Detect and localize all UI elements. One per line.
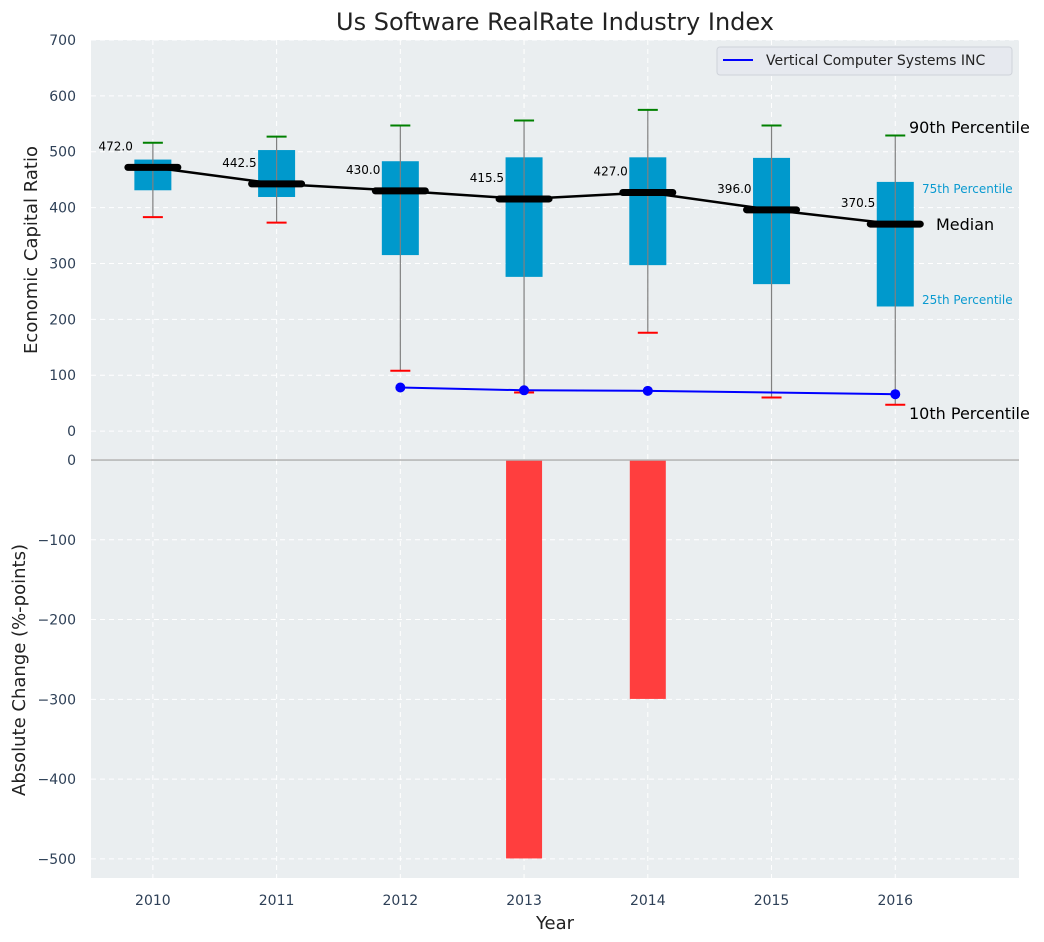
legend-entry-label: Vertical Computer Systems INC (766, 53, 985, 69)
bottom-y-axis-label: Absolute Change (%-points) (9, 544, 30, 796)
percentile-annotations: 90th Percentile 75th Percentile Median 2… (909, 118, 1030, 423)
annotation-10th-percentile: 10th Percentile (909, 404, 1030, 423)
company-point (642, 385, 653, 396)
annotation-75th-percentile: 75th Percentile (922, 182, 1013, 196)
bottom-y-tick-label: −400 (38, 772, 76, 788)
top-plot-background (91, 40, 1019, 459)
bottom-y-tick-label: 0 (67, 453, 76, 469)
bottom-axes: 0−100−200−300−400−500 2010 2011 2012 2013 20… (9, 453, 1019, 934)
top-axes: 0 100 200 300 400 500 600 700 Economic Capital … (21, 33, 1030, 459)
annotation-90th-percentile: 90th Percentile (909, 118, 1030, 137)
x-tick-label: 2015 (754, 893, 790, 909)
change-bar (629, 460, 666, 699)
company-point (395, 382, 406, 393)
median-value-label: 427.0 (593, 165, 627, 179)
change-bar (506, 460, 543, 859)
top-y-ticks: 0 100 200 300 400 500 600 700 (49, 33, 76, 440)
top-y-tick-label: 400 (49, 201, 76, 217)
bottom-y-ticks: 0 −100 −200 −300 −400 −500 (38, 453, 76, 868)
top-y-tick-label: 100 (49, 368, 76, 384)
top-y-tick-label: 500 (49, 145, 76, 161)
top-y-tick-label: 300 (49, 256, 76, 272)
top-y-tick-label: 0 (67, 424, 76, 440)
bars (506, 460, 666, 859)
bottom-y-tick-label: −300 (38, 692, 76, 708)
x-tick-label: 2012 (383, 893, 419, 909)
x-ticks: 2010 2011 2012 2013 2014 2015 2016 (135, 893, 913, 909)
chart-title: Us Software RealRate Industry Index (336, 8, 774, 36)
company-line (400, 386, 896, 396)
annotation-median: Median (936, 215, 994, 234)
median-value-label: 370.5 (841, 196, 875, 210)
median-value-label: 472.0 (99, 139, 133, 153)
bottom-y-tick-label: −100 (38, 533, 76, 549)
top-y-tick-label: 200 (49, 312, 76, 328)
x-tick-label: 2013 (506, 893, 542, 909)
bottom-y-tick-label: −500 (38, 852, 76, 868)
x-tick-label: 2014 (630, 893, 666, 909)
median-value-label: 442.5 (222, 156, 256, 170)
top-y-axis-label: Economic Capital Ratio (21, 146, 42, 354)
top-y-tick-label: 700 (49, 33, 76, 49)
x-axis-label: Year (535, 913, 575, 934)
legend-box (716, 46, 1013, 76)
legend: Vertical Computer Systems INC (716, 46, 1013, 76)
bottom-plot-background (91, 460, 1019, 878)
top-y-tick-label: 600 (49, 89, 76, 105)
median-line-group: 472.0 442.5 430.0 415.5 427.0 396.0 370.5 (99, 139, 924, 228)
x-tick-label: 2010 (135, 893, 171, 909)
median-value-label: 396.0 (717, 182, 751, 196)
x-tick-label: 2016 (877, 893, 913, 909)
company-point (519, 385, 530, 396)
median-value-label: 430.0 (346, 163, 380, 177)
median-value-label: 415.5 (470, 171, 504, 185)
company-point (890, 389, 901, 400)
company-series (395, 382, 901, 400)
box-plots (134, 108, 914, 406)
bottom-y-tick-label: −200 (38, 613, 76, 629)
x-tick-label: 2011 (259, 893, 295, 909)
annotation-25th-percentile: 25th Percentile (922, 293, 1013, 307)
